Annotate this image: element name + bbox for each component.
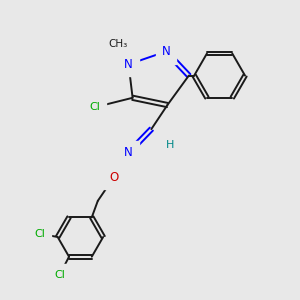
Text: CH₃: CH₃: [108, 39, 128, 49]
Text: N: N: [124, 146, 133, 159]
Text: N: N: [124, 58, 133, 71]
Text: O: O: [109, 171, 119, 184]
Text: H: H: [166, 140, 174, 150]
Text: N: N: [162, 45, 170, 58]
Text: Cl: Cl: [35, 229, 46, 239]
Text: Cl: Cl: [90, 102, 101, 112]
Text: Cl: Cl: [54, 270, 65, 280]
